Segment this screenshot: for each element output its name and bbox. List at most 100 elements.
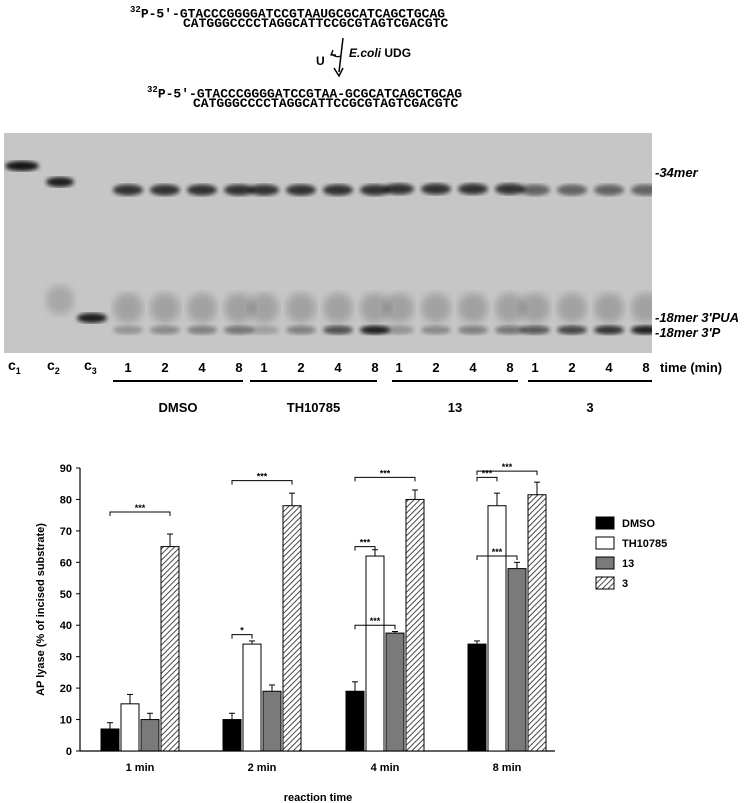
group-line-th10785	[250, 380, 377, 382]
significance-bracket	[109, 511, 171, 517]
bar	[262, 690, 282, 752]
bar	[140, 719, 160, 752]
gel-band	[458, 293, 488, 323]
gel-band	[594, 293, 624, 323]
lane-time-label: 1	[124, 360, 132, 375]
lane-time-label: 4	[469, 360, 477, 375]
bar	[487, 505, 507, 752]
top-strand-2: 32P-5'-GTACCCGGGGATCCGTAA-GCGCATCAGCTGCA…	[147, 85, 463, 102]
y-tick-label: 30	[60, 652, 72, 664]
gel-band	[594, 325, 624, 335]
bar	[385, 632, 405, 752]
gel-band	[384, 325, 414, 335]
group-label-dmso: DMSO	[158, 400, 198, 415]
bottom-strand-2: CATGGGCCCCTAGGCATTCCGCGTAGTCGACGTC	[193, 96, 459, 111]
gel-band	[249, 184, 279, 196]
gel-band	[421, 183, 451, 195]
bar	[405, 498, 425, 752]
gel-band	[520, 184, 550, 196]
gel-band	[458, 183, 488, 195]
significance-stars: ***	[135, 503, 146, 513]
lane-time-label: 2	[568, 360, 576, 375]
lane-time-label: 8	[235, 360, 243, 375]
significance-bracket	[231, 634, 253, 639]
gel-band	[249, 293, 279, 323]
bar	[527, 494, 547, 752]
gel-band	[384, 183, 414, 195]
bar	[160, 546, 180, 752]
legend-swatch	[595, 576, 615, 590]
significance-bracket	[476, 470, 538, 476]
gel-band	[150, 293, 180, 323]
gel-band	[113, 293, 143, 323]
lane-time-label: 4	[605, 360, 613, 375]
y-tick-label: 0	[66, 746, 72, 758]
lane-time-label: 2	[432, 360, 440, 375]
gel-band	[631, 293, 661, 323]
bar	[282, 505, 302, 752]
gel-band	[224, 293, 254, 323]
significance-stars: ***	[380, 468, 391, 478]
gel-band	[631, 184, 661, 196]
control-lane-2: c2	[47, 357, 60, 376]
enzyme-label: E.coli UDG	[349, 46, 412, 60]
gel-band	[520, 325, 550, 335]
bar	[222, 719, 242, 752]
gel-band	[187, 184, 217, 196]
bar	[120, 703, 140, 752]
gel-band	[360, 325, 390, 335]
lane-time-label: 4	[198, 360, 206, 375]
group-line-dmso	[113, 380, 243, 382]
lane-time-label: 1	[395, 360, 403, 375]
significance-bracket	[354, 476, 416, 482]
gel-band	[495, 183, 525, 195]
y-tick-label: 70	[60, 526, 72, 538]
y-tick-label: 50	[60, 589, 72, 601]
gel-band	[421, 293, 451, 323]
time-axis-label: time (min)	[660, 360, 723, 375]
band-label-34mer: -34mer	[655, 165, 698, 180]
lane-time-label: 8	[642, 360, 650, 375]
gel-image	[4, 133, 661, 353]
gel-band	[458, 325, 488, 335]
gel-band	[495, 293, 525, 323]
bar	[365, 555, 385, 752]
gel-band	[360, 184, 390, 196]
bar	[242, 643, 262, 752]
lane-time-label: 4	[334, 360, 342, 375]
gel-band	[224, 325, 254, 335]
gel-band	[323, 184, 353, 196]
gel-band	[557, 293, 587, 323]
gel-band	[421, 325, 451, 335]
significance-stars: ***	[370, 616, 381, 626]
lane-time-label: 8	[371, 360, 379, 375]
y-tick-label: 10	[60, 715, 72, 727]
gel-band	[46, 177, 74, 187]
top-strand-1: 32P-5'-GTACCCGGGGATCCGTAAUGCGCATCAGCTGCA…	[130, 5, 446, 22]
significance-bracket	[231, 480, 293, 485]
x-tick-label: 1 min	[126, 762, 155, 774]
legend-swatch	[595, 536, 615, 550]
legend-label: 3	[622, 578, 628, 590]
band-label-18mer-pua: -18mer 3'PUA	[655, 310, 740, 325]
ap-lyase-bar-chart: 0 10 20 30 40 50 60 70 80 90 AP lyase (% of incise…	[35, 462, 667, 803]
legend-swatch	[595, 556, 615, 570]
lane-time-label: 1	[531, 360, 539, 375]
gel-bands	[5, 161, 661, 335]
significance-bracket	[354, 546, 376, 551]
gel-band	[46, 285, 74, 315]
y-tick-label: 90	[60, 463, 72, 475]
gel-band	[286, 184, 316, 196]
lane-time-label: 1	[260, 360, 268, 375]
gel-band	[113, 325, 143, 335]
significance-stars: ***	[482, 468, 493, 478]
gel-band	[360, 293, 390, 323]
significance-stars: ***	[257, 472, 268, 482]
gel-band	[113, 184, 143, 196]
x-tick-label: 4 min	[371, 762, 400, 774]
significance-bracket	[476, 555, 518, 561]
group-line-3	[528, 380, 652, 382]
lane-time-label: 2	[297, 360, 305, 375]
bar	[345, 690, 365, 752]
gel-band	[594, 184, 624, 196]
